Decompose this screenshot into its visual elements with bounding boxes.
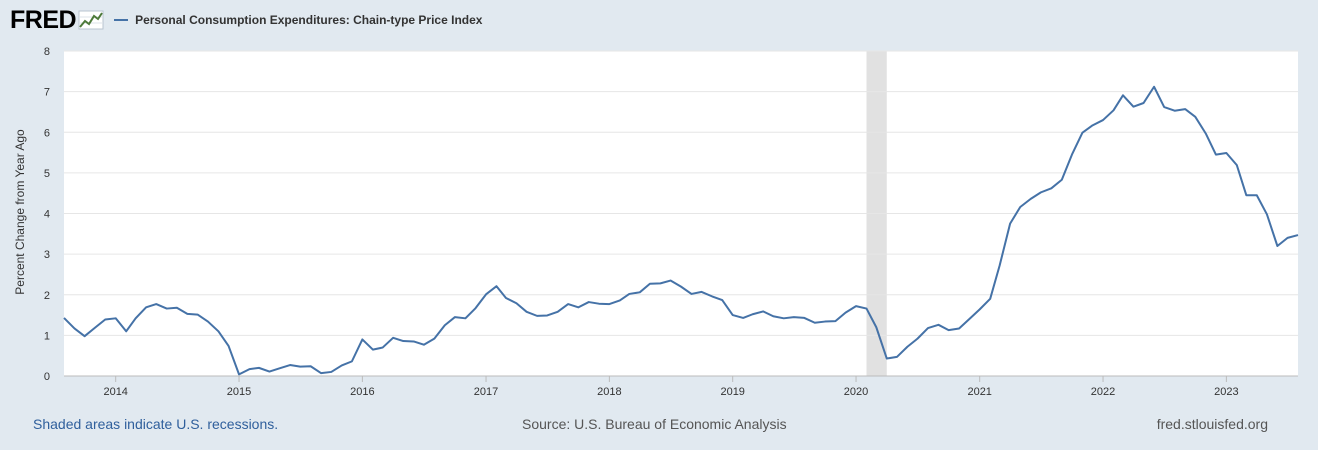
x-tick-label: 2022 bbox=[1091, 386, 1115, 398]
y-tick-label: 3 bbox=[44, 249, 50, 261]
x-tick-label: 2014 bbox=[103, 386, 127, 398]
x-tick-label: 2015 bbox=[227, 386, 251, 398]
y-tick-label: 4 bbox=[44, 209, 50, 221]
x-tick-label: 2021 bbox=[967, 386, 991, 398]
site-link[interactable]: fred.stlouisfed.org bbox=[1156, 416, 1268, 432]
y-tick-label: 5 bbox=[44, 168, 50, 180]
y-tick-label: 7 bbox=[44, 87, 50, 99]
source-text: Source: U.S. Bureau of Economic Analysis bbox=[522, 416, 787, 432]
y-tick-label: 8 bbox=[44, 46, 50, 58]
x-tick-label: 2019 bbox=[720, 386, 744, 398]
chart-header: FRED Personal Consumption Expenditures: … bbox=[10, 6, 482, 34]
line-chart: 0 1 2 3 4 5 6 7 8 2014 2015 2016 2017 2018 2019 2020 20… bbox=[13, 46, 1299, 398]
legend-swatch bbox=[114, 19, 129, 21]
x-tick-label: 2020 bbox=[844, 386, 868, 398]
y-tick-label: 2 bbox=[44, 290, 50, 302]
recession-note-link[interactable]: Shaded areas indicate U.S. recessions. bbox=[33, 416, 279, 432]
x-tick-label: 2016 bbox=[350, 386, 374, 398]
x-tick-label: 2018 bbox=[597, 386, 621, 398]
fred-logo[interactable]: FRED bbox=[10, 6, 77, 34]
x-tick-label: 2017 bbox=[474, 386, 498, 398]
y-tick-label: 1 bbox=[44, 330, 50, 342]
legend: Personal Consumption Expenditures: Chain… bbox=[114, 13, 482, 27]
chart-footer: Shaded areas indicate U.S. recessions. S… bbox=[0, 416, 1318, 436]
y-axis-label: Percent Change from Year Ago bbox=[13, 129, 27, 295]
series-line bbox=[63, 85, 1299, 376]
x-tick-label: 2023 bbox=[1214, 386, 1238, 398]
legend-label: Personal Consumption Expenditures: Chain… bbox=[135, 13, 483, 27]
y-tick-label: 0 bbox=[44, 371, 50, 383]
fred-graph-icon bbox=[78, 10, 104, 30]
y-tick-label: 6 bbox=[44, 127, 50, 139]
